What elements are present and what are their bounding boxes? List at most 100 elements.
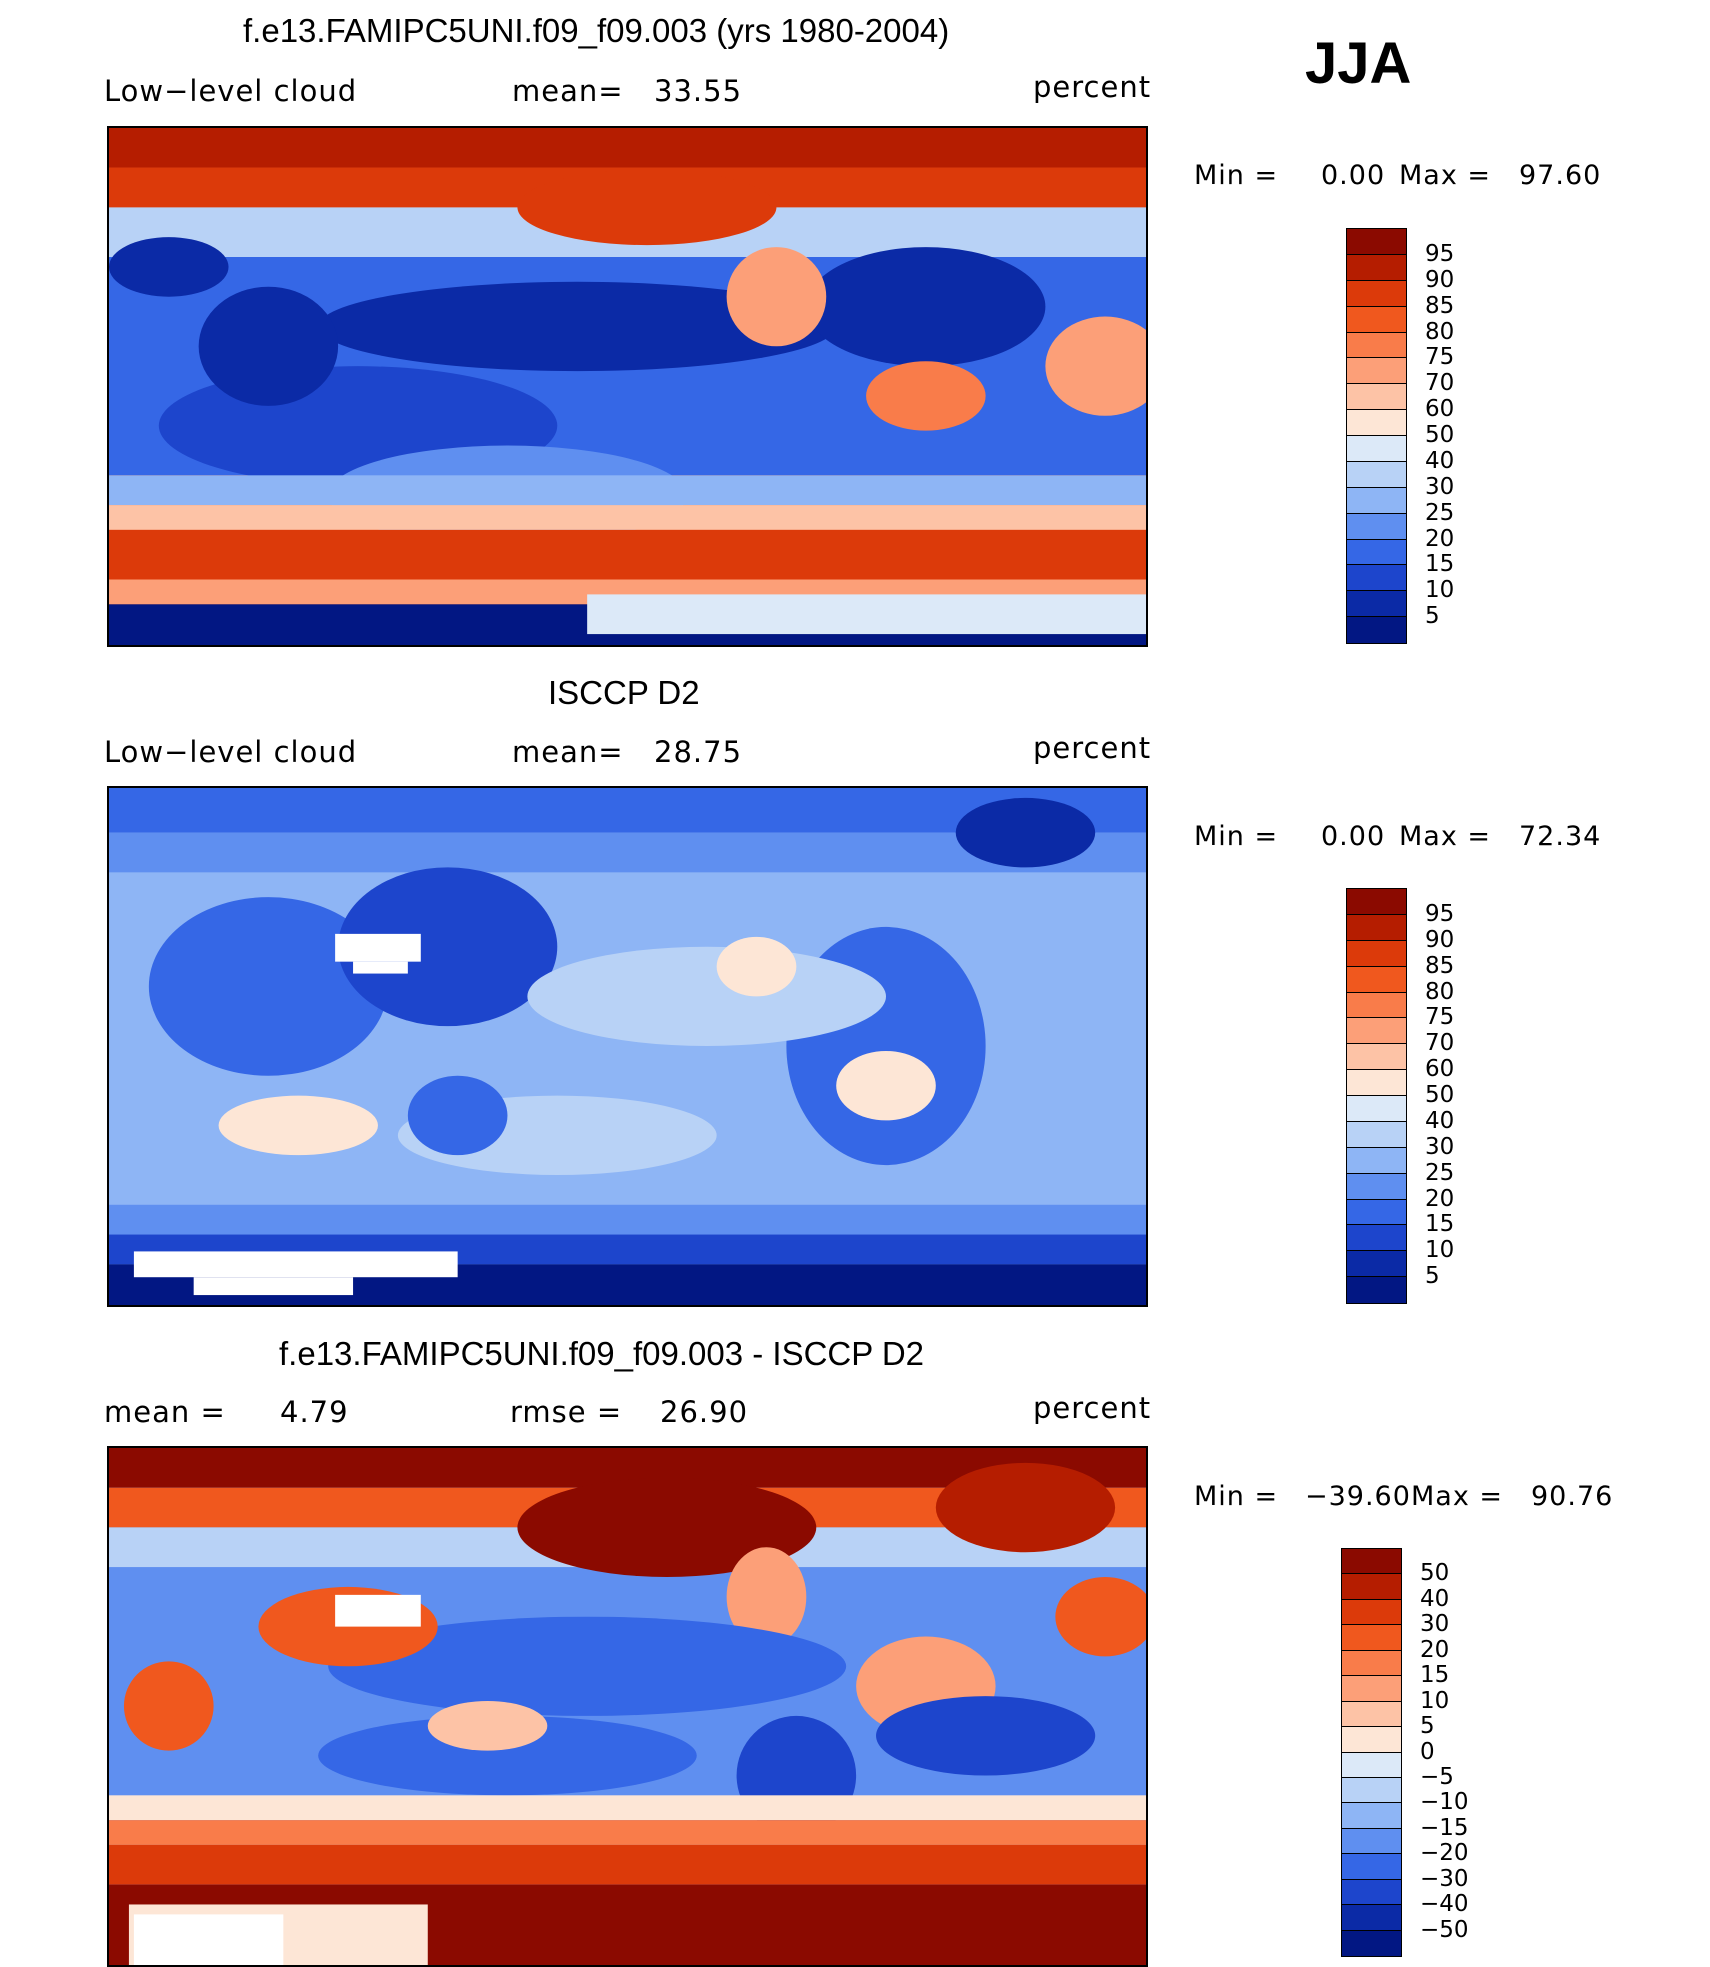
- panel-3-rmse-value: 26.90: [660, 1395, 749, 1429]
- colorbar-tick-label: 60: [1425, 396, 1455, 423]
- colorbar-tick-label: 30: [1425, 1133, 1455, 1160]
- panel-1-max-label: Max =: [1399, 160, 1492, 191]
- colorbar-swatch: [1347, 617, 1406, 643]
- panel-3-min-label: Min =: [1194, 1481, 1279, 1512]
- panel-2-max-label: Max =: [1399, 821, 1492, 852]
- panel-1-map: [107, 126, 1148, 647]
- colorbar-swatch: [1347, 1277, 1406, 1303]
- colorbar-tick-label: 90: [1425, 266, 1455, 293]
- panel-3-contour-map: [109, 1448, 1146, 1965]
- colorbar-swatch: [1347, 1173, 1406, 1200]
- colorbar-tick-label: 70: [1425, 370, 1455, 397]
- colorbar-tick-label: 15: [1425, 1211, 1455, 1238]
- colorbar-tick-label: 20: [1420, 1636, 1450, 1663]
- panel-1-colorbar: [1346, 228, 1407, 644]
- colorbar-tick-label: 40: [1420, 1585, 1450, 1612]
- panel-2-variable-label: Low−level cloud: [104, 735, 358, 769]
- colorbar-tick-label: 40: [1425, 447, 1455, 474]
- colorbar-swatch: [1347, 280, 1406, 307]
- panel-2-title: ISCCP D2: [548, 674, 700, 711]
- colorbar-swatch: [1347, 591, 1406, 618]
- colorbar-swatch: [1347, 1070, 1406, 1096]
- panel-3-min-value: −39.60: [1305, 1481, 1411, 1512]
- colorbar-tick-label: 20: [1425, 1185, 1455, 1212]
- panel-2-mean-label: mean=: [512, 735, 624, 769]
- colorbar-tick-label: 85: [1425, 292, 1455, 319]
- panel-3-max-label: Max =: [1411, 1481, 1504, 1512]
- season-label: JJA: [1305, 31, 1412, 96]
- colorbar-swatch: [1347, 914, 1406, 941]
- colorbar-swatch: [1347, 1044, 1406, 1071]
- panel-1-mean-label: mean=: [512, 74, 624, 108]
- colorbar-tick-label: 50: [1425, 1082, 1455, 1108]
- colorbar-swatch: [1347, 1147, 1406, 1174]
- colorbar-tick-label: 85: [1425, 952, 1455, 979]
- panel-2-min-value: 0.00: [1321, 821, 1386, 852]
- colorbar-tick-label: −30: [1420, 1865, 1469, 1892]
- colorbar-swatch: [1347, 306, 1406, 333]
- colorbar-swatch: [1342, 1727, 1401, 1753]
- colorbar-tick-label: 25: [1425, 1159, 1455, 1186]
- colorbar-swatch: [1347, 436, 1406, 462]
- colorbar-swatch: [1342, 1803, 1401, 1829]
- colorbar-tick-label: 95: [1425, 900, 1455, 927]
- colorbar-swatch: [1347, 539, 1406, 566]
- colorbar-tick-label: 5: [1425, 603, 1440, 630]
- colorbar-tick-label: 15: [1420, 1662, 1450, 1689]
- colorbar-swatch: [1347, 358, 1406, 385]
- colorbar-swatch: [1342, 1650, 1401, 1677]
- colorbar-tick-label: 95: [1425, 240, 1455, 267]
- colorbar-swatch: [1347, 229, 1406, 255]
- colorbar-tick-label: −20: [1420, 1840, 1469, 1867]
- colorbar-swatch: [1347, 1096, 1406, 1122]
- colorbar-swatch: [1347, 1121, 1406, 1148]
- panel-3-mean-value: 4.79: [280, 1395, 349, 1429]
- colorbar-swatch: [1347, 889, 1406, 915]
- colorbar-tick-label: 10: [1425, 1237, 1455, 1264]
- panel-1-max-value: 97.60: [1519, 160, 1602, 191]
- colorbar-swatch: [1342, 1828, 1401, 1855]
- colorbar-tick-label: 30: [1425, 473, 1455, 500]
- colorbar-swatch: [1342, 1625, 1401, 1651]
- colorbar-swatch: [1342, 1676, 1401, 1702]
- colorbar-tick-label: 40: [1425, 1107, 1455, 1134]
- colorbar-tick-label: 75: [1425, 1004, 1455, 1031]
- colorbar-swatch: [1347, 1251, 1406, 1278]
- colorbar-tick-label: 0: [1420, 1738, 1435, 1765]
- colorbar-tick-label: 60: [1425, 1056, 1455, 1083]
- panel-3-mean-label: mean =: [104, 1395, 226, 1429]
- colorbar-tick-label: −15: [1420, 1814, 1469, 1841]
- panel-3-title: f.e13.FAMIPC5UNI.f09_f09.003 - ISCCP D2: [279, 1335, 925, 1372]
- colorbar-tick-label: 50: [1425, 422, 1455, 448]
- colorbar-swatch: [1342, 1752, 1401, 1778]
- panel-1-contour-map: [109, 128, 1146, 645]
- colorbar-swatch: [1347, 254, 1406, 281]
- panel-2-colorbar: [1346, 888, 1407, 1304]
- colorbar-swatch: [1342, 1574, 1401, 1600]
- panel-1-title: f.e13.FAMIPC5UNI.f09_f09.003 (yrs 1980-2…: [243, 12, 950, 49]
- colorbar-swatch: [1347, 565, 1406, 592]
- colorbar-tick-label: 70: [1425, 1030, 1455, 1057]
- colorbar-swatch: [1347, 1225, 1406, 1252]
- panel-3-map: [107, 1446, 1148, 1967]
- colorbar-tick-label: 10: [1425, 577, 1455, 604]
- colorbar-tick-label: 5: [1425, 1263, 1440, 1290]
- colorbar-swatch: [1347, 384, 1406, 411]
- colorbar-tick-label: 15: [1425, 551, 1455, 578]
- colorbar-swatch: [1347, 992, 1406, 1019]
- colorbar-tick-label: 50: [1420, 1560, 1450, 1587]
- colorbar-tick-label: 25: [1425, 499, 1455, 526]
- panel-1-units: percent: [1033, 70, 1152, 104]
- panel-2-map: [107, 786, 1148, 1307]
- colorbar-swatch: [1347, 461, 1406, 488]
- panel-1-min-label: Min =: [1194, 160, 1279, 191]
- panel-3-rmse-label: rmse =: [510, 1395, 623, 1429]
- colorbar-tick-label: 90: [1425, 926, 1455, 953]
- colorbar-tick-label: −5: [1420, 1763, 1454, 1790]
- colorbar-tick-label: −10: [1420, 1789, 1469, 1816]
- panel-2-mean-value: 28.75: [654, 735, 743, 769]
- colorbar-tick-label: 5: [1420, 1713, 1435, 1740]
- colorbar-swatch: [1342, 1549, 1401, 1575]
- colorbar-swatch: [1342, 1777, 1401, 1804]
- panel-3-units: percent: [1033, 1391, 1152, 1425]
